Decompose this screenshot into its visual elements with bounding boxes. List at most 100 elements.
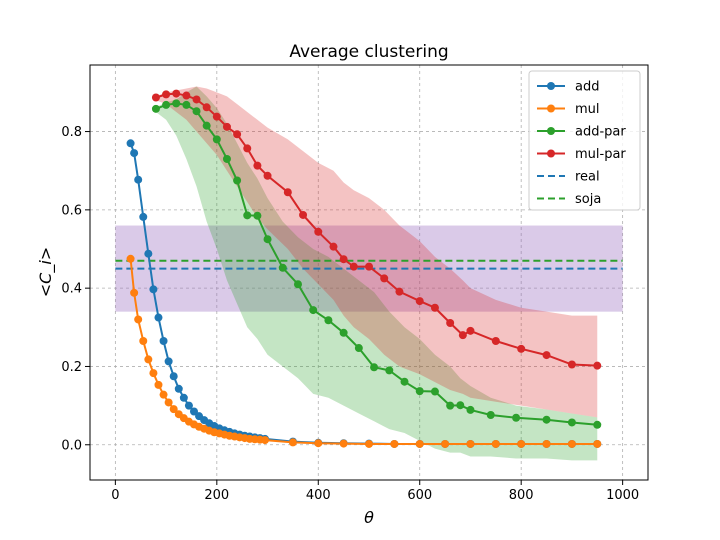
- point-mul-par-17: [349, 262, 358, 271]
- point-mul-27: [261, 436, 270, 445]
- x-tick-label-1: 200: [204, 488, 229, 503]
- point-add-par-15: [324, 316, 333, 325]
- point-mul-4: [144, 355, 153, 364]
- point-mul-par-11: [263, 171, 272, 180]
- point-mul-28: [288, 438, 297, 447]
- plot-frame: [89, 64, 649, 481]
- point-mul-par-3: [182, 91, 191, 100]
- y-tick-label-0: 0.0: [61, 438, 82, 453]
- legend-marker-mul: [547, 104, 555, 113]
- point-add-0: [126, 139, 135, 148]
- point-add-par-12: [278, 263, 287, 272]
- legend-frame: [528, 70, 641, 211]
- point-mul-35: [466, 439, 475, 448]
- point-mul-par-25: [466, 326, 475, 335]
- point-mul-6: [154, 380, 163, 389]
- point-mul-par-19: [380, 274, 389, 283]
- point-add-1: [130, 149, 139, 158]
- point-mul-34: [441, 439, 450, 448]
- x-axis-ticks: 0 200 400 600 800 1000: [111, 480, 639, 503]
- point-mul-par-13: [299, 210, 308, 219]
- point-mul-2: [134, 315, 143, 324]
- point-mul-par-0: [151, 93, 160, 102]
- point-mul-40: [593, 439, 602, 448]
- legend-label-real: real: [575, 170, 600, 185]
- point-add-par-5: [202, 121, 211, 130]
- point-add-par-13: [293, 280, 302, 289]
- point-add-par-7: [222, 154, 231, 163]
- point-add-par-6: [212, 135, 221, 144]
- point-mul-par-2: [172, 89, 181, 98]
- point-mul-par-6: [212, 112, 221, 121]
- y-axis-ticks: 0.0 0.2 0.4 0.6 0.8: [61, 125, 90, 453]
- point-add-5: [149, 285, 158, 294]
- point-add-par-27: [512, 413, 521, 422]
- y-tick-label-1: 0.2: [61, 360, 82, 375]
- point-mul-par-30: [593, 361, 602, 370]
- point-mul-par-5: [202, 103, 211, 112]
- point-add-par-3: [182, 100, 191, 109]
- legend-label-add-par: add-par: [575, 125, 626, 140]
- point-add-8: [164, 357, 173, 366]
- point-add-2: [134, 175, 143, 184]
- y-tick-label-2: 0.4: [61, 282, 82, 297]
- y-tick-label-3: 0.6: [61, 203, 82, 218]
- point-mul-1: [130, 288, 139, 297]
- point-add-par-30: [593, 420, 602, 429]
- point-add-par-10: [253, 211, 262, 220]
- point-add-par-14: [309, 306, 318, 315]
- point-mul-7: [159, 390, 168, 399]
- point-mul-par-27: [517, 344, 526, 353]
- x-axis-label: θ: [364, 508, 374, 527]
- point-mul-par-12: [283, 188, 292, 197]
- point-mul-30: [339, 439, 348, 448]
- legend: add mul add-par mul-par real soja: [528, 70, 641, 211]
- point-add-par-11: [263, 235, 272, 244]
- point-add-par-19: [385, 366, 394, 375]
- point-add-9: [169, 372, 178, 381]
- point-mul-39: [567, 439, 576, 448]
- x-tick-label-2: 400: [306, 488, 331, 503]
- point-mul-par-9: [243, 144, 252, 153]
- y-axis-label: <C_i>: [36, 247, 56, 297]
- point-add-par-9: [243, 211, 252, 220]
- band-mul-par: [155, 86, 598, 418]
- point-mul-par-22: [430, 303, 439, 312]
- point-mul-36: [491, 439, 500, 448]
- point-add-12: [184, 401, 193, 410]
- point-mul-32: [390, 439, 399, 448]
- point-mul-par-16: [339, 255, 348, 264]
- point-add-par-18: [370, 363, 379, 372]
- x-tick-label-3: 600: [407, 488, 432, 503]
- point-mul-par-23: [446, 319, 455, 328]
- x-tick-label-4: 800: [509, 488, 534, 503]
- x-tick-label-5: 1000: [606, 488, 639, 503]
- point-add-par-4: [192, 107, 201, 116]
- point-add-par-8: [233, 176, 242, 185]
- legend-label-soja: soja: [575, 192, 601, 207]
- legend-label-add: add: [575, 80, 599, 95]
- y-tick-label-4: 0.8: [61, 125, 82, 140]
- point-mul-par-21: [415, 297, 424, 306]
- point-add-3: [139, 212, 148, 221]
- legend-label-mul-par: mul-par: [575, 147, 626, 162]
- point-add-par-17: [354, 344, 363, 353]
- point-mul-par-1: [162, 90, 171, 99]
- band-add-par: [155, 86, 598, 461]
- point-mul-par-29: [567, 360, 576, 369]
- point-add-13: [189, 407, 198, 416]
- point-add-par-22: [430, 387, 439, 396]
- point-mul-par-7: [222, 122, 231, 131]
- point-add-par-25: [466, 405, 475, 414]
- point-mul-par-8: [233, 130, 242, 139]
- legend-marker-mul-par: [547, 149, 555, 158]
- point-add-par-0: [151, 104, 160, 113]
- legend-marker-add-par: [547, 127, 555, 135]
- point-mul-5: [149, 369, 158, 378]
- point-mul-par-20: [395, 287, 404, 296]
- chart-title: Average clustering: [289, 42, 448, 62]
- point-mul-par-14: [314, 227, 323, 236]
- point-add-par-28: [542, 415, 551, 424]
- point-add-par-21: [415, 387, 424, 396]
